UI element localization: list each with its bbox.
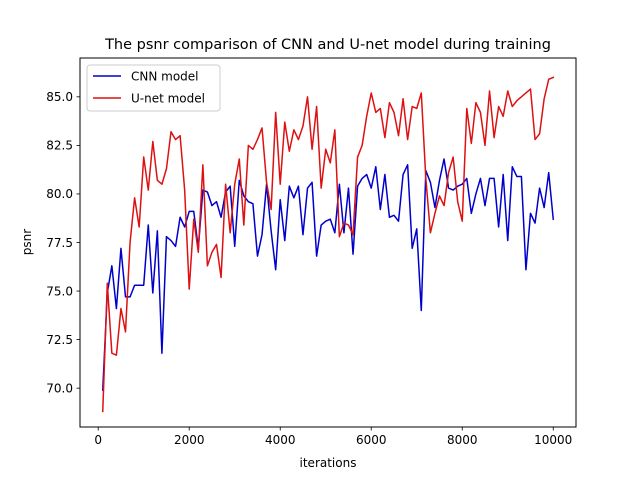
series-line-unet: [101, 76, 555, 413]
x-tick-label: 6000: [356, 433, 387, 447]
x-tick-label: 8000: [447, 433, 478, 447]
x-axis-label: iterations: [300, 456, 357, 470]
y-tick-label: 70.0: [46, 381, 73, 395]
series-line-cnn: [101, 158, 555, 391]
y-tick-label: 82.5: [46, 139, 73, 153]
legend-label-cnn: CNN model: [131, 69, 199, 83]
y-tick-label: 85.0: [46, 90, 73, 104]
y-axis-label: psnr: [20, 229, 34, 255]
y-tick-label: 72.5: [46, 333, 73, 347]
x-tick-label: 10000: [534, 433, 572, 447]
series-layer: [101, 76, 555, 413]
y-tick-label: 77.5: [46, 236, 73, 250]
chart-title: The psnr comparison of CNN and U-net mod…: [104, 37, 551, 53]
y-tick-label: 80.0: [46, 187, 73, 201]
legend: CNN model U-net model: [86, 64, 221, 112]
y-tick-label: 75.0: [46, 284, 73, 298]
x-tick-label: 0: [94, 433, 102, 447]
x-tick-label: 4000: [265, 433, 296, 447]
legend-label-unet: U-net model: [131, 91, 205, 105]
x-tick-label: 2000: [174, 433, 205, 447]
y-axis: 70.0 72.5 75.0 77.5 80.0 82.5 85.0: [46, 90, 80, 395]
x-axis: 0 2000 4000 6000 8000 10000: [94, 427, 572, 447]
